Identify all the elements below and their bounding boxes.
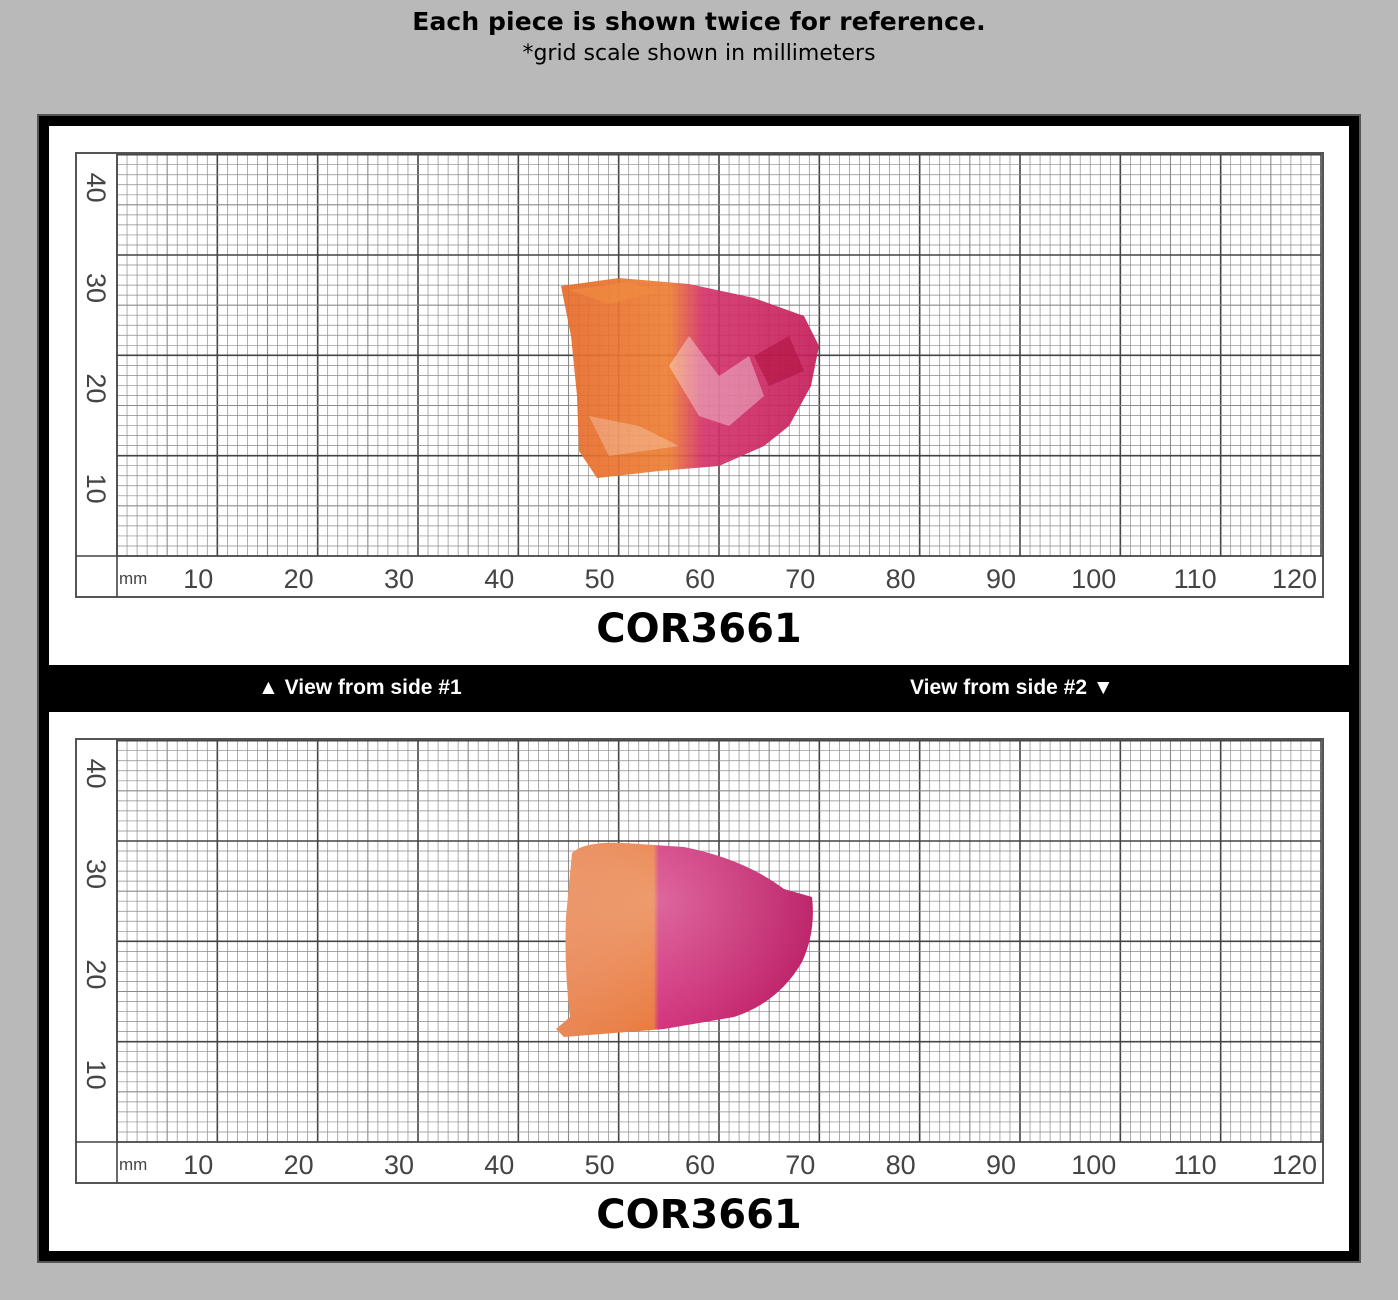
y-tick-label: 20 [81, 373, 111, 403]
x-tick-label: 40 [484, 1150, 514, 1180]
specimen-label: COR3661 [596, 1192, 802, 1238]
caption-side-1: ▲ View from side #1 [258, 676, 462, 699]
x-tick-label: 10 [183, 1150, 213, 1180]
page-title: Each piece is shown twice for reference. [412, 7, 986, 36]
x-tick-label: 10 [183, 564, 213, 594]
specimen-label: COR3661 [596, 606, 802, 652]
caption-side-2: View from side #2 ▼ [910, 676, 1114, 699]
y-tick-label: 40 [81, 759, 111, 789]
x-tick-label: 20 [284, 1150, 314, 1180]
x-tick-label: 120 [1272, 564, 1317, 594]
x-tick-label: 80 [886, 1150, 916, 1180]
x-tick-label: 60 [685, 1150, 715, 1180]
x-tick-label: 110 [1174, 1150, 1217, 1180]
x-tick-label: 30 [384, 564, 414, 594]
x-tick-label: 120 [1272, 1150, 1317, 1180]
x-tick-label: 60 [685, 564, 715, 594]
x-tick-label: 90 [986, 1150, 1016, 1180]
x-tick-label: 40 [484, 564, 514, 594]
x-tick-label: 50 [585, 1150, 615, 1180]
photo-panel-side-1: 10 20 30 40 mm 10 20 30 40 50 60 70 80 90 100 110 120 C… [49, 126, 1349, 665]
photo-panel-side-2: 10 20 30 40 mm 10 20 30 40 50 60 70 80 90 100 110 120 C… [49, 712, 1349, 1251]
x-tick-label: 80 [886, 564, 916, 594]
x-tick-label: 90 [986, 564, 1016, 594]
y-tick-label: 10 [81, 1060, 111, 1090]
x-tick-label: 100 [1071, 564, 1116, 594]
x-tick-label: 100 [1071, 1150, 1116, 1180]
y-tick-label: 30 [81, 859, 111, 889]
mm-grid: 10 20 30 40 mm 10 20 30 40 50 60 70 80 90 100 110 120 [75, 152, 1324, 598]
gemstone-side-2 [556, 842, 813, 1037]
y-tick-label: 10 [81, 474, 111, 504]
gemstone-side-1 [561, 278, 819, 478]
x-tick-label: 50 [585, 564, 615, 594]
x-tick-label: 70 [785, 1150, 815, 1180]
unit-label: mm [119, 569, 147, 588]
x-tick-label: 30 [384, 1150, 414, 1180]
y-tick-label: 30 [81, 273, 111, 303]
x-tick-label: 20 [284, 564, 314, 594]
unit-label: mm [119, 1155, 147, 1174]
y-tick-label: 40 [81, 173, 111, 203]
x-tick-label: 110 [1174, 564, 1217, 594]
y-tick-label: 20 [81, 959, 111, 989]
x-tick-label: 70 [785, 564, 815, 594]
page-subtitle: *grid scale shown in millimeters [522, 41, 876, 66]
mm-grid: 10 20 30 40 mm 10 20 30 40 50 60 70 80 90 100 110 120 [75, 738, 1324, 1184]
